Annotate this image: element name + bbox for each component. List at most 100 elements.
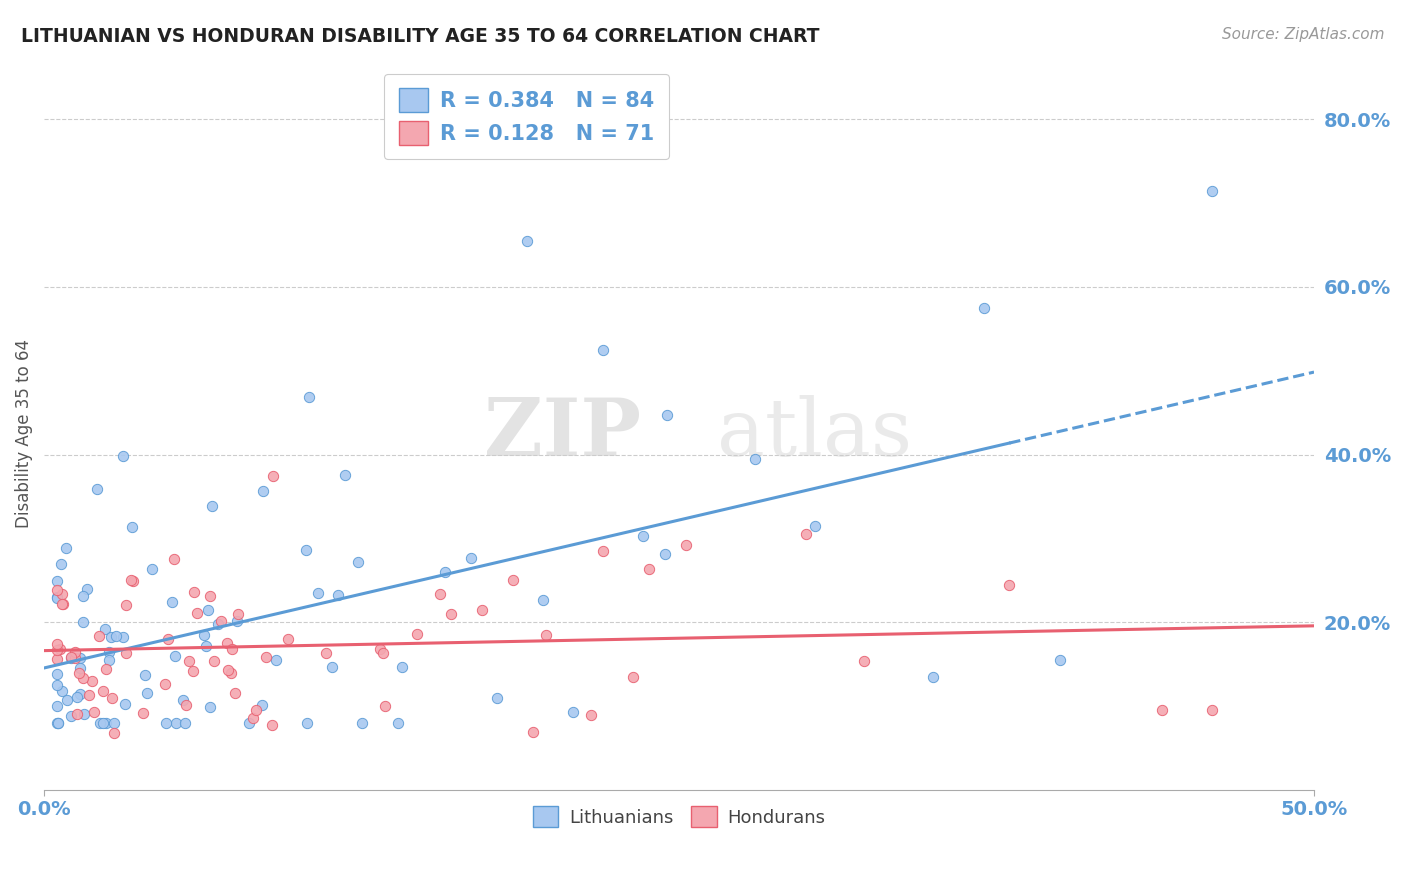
Point [183,664,205,678]
Point [221,641,243,656]
Point [333,468,356,483]
Point [100,630,122,644]
Point [226,607,249,621]
Point [60,651,83,665]
Point [471,603,494,617]
Point [581,707,603,722]
Point [217,663,239,677]
Point [163,551,186,566]
Point [45,699,67,714]
Point [803,519,825,533]
Y-axis label: Disability Age 35 to 64: Disability Age 35 to 64 [15,339,32,528]
Point [46,715,69,730]
Point [76,582,98,596]
Point [65,645,87,659]
Point [561,705,583,719]
Point [66,706,89,721]
Point [48,641,70,656]
Point [111,450,134,464]
Text: atlas: atlas [717,394,912,473]
Point [1201,703,1223,717]
Point [516,234,538,248]
Point [226,615,249,629]
Point [621,670,644,684]
Point [45,591,67,606]
Point [1150,703,1173,717]
Point [298,390,321,404]
Point [97,653,120,667]
Point [242,711,264,725]
Point [174,698,197,712]
Point [155,715,177,730]
Point [59,649,82,664]
Point [103,726,125,740]
Point [173,715,195,730]
Point [350,715,373,730]
Point [406,627,429,641]
Point [531,592,554,607]
Point [186,606,208,620]
Point [374,698,396,713]
Point [51,587,73,601]
Point [69,651,91,665]
Point [633,529,655,543]
Point [252,698,274,713]
Point [252,483,274,498]
Point [49,558,72,572]
Point [121,520,143,534]
Point [852,654,875,668]
Point [264,653,287,667]
Point [922,670,945,684]
Point [387,715,409,730]
Point [502,573,524,587]
Point [245,703,267,717]
Point [153,676,176,690]
Point [592,544,614,558]
Point [534,628,557,642]
Point [675,538,697,552]
Point [94,661,117,675]
Point [65,651,87,665]
Point [307,585,329,599]
Point [433,565,456,579]
Point [134,667,156,681]
Point [201,499,224,513]
Point [132,706,155,721]
Point [87,629,110,643]
Point [45,643,67,657]
Point [89,715,111,730]
Point [197,602,219,616]
Point [120,573,142,587]
Point [172,692,194,706]
Point [97,645,120,659]
Point [141,561,163,575]
Point [522,725,544,739]
Point [440,607,463,621]
Text: ZIP: ZIP [484,394,641,473]
Point [72,615,94,629]
Point [66,690,89,704]
Point [86,482,108,496]
Point [295,543,318,558]
Point [654,547,676,561]
Point [295,715,318,730]
Point [1049,653,1071,667]
Text: LITHUANIAN VS HONDURAN DISABILITY AGE 35 TO 64 CORRELATION CHART: LITHUANIAN VS HONDURAN DISABILITY AGE 35… [21,27,820,45]
Point [122,574,145,588]
Point [215,636,238,650]
Point [262,468,284,483]
Point [1201,184,1223,198]
Point [136,685,159,699]
Point [207,617,229,632]
Point [51,597,73,611]
Point [101,690,124,705]
Point [104,629,127,643]
Point [224,686,246,700]
Point [162,595,184,609]
Point [165,715,187,730]
Point [46,715,69,730]
Point [200,700,222,714]
Point [744,451,766,466]
Point [592,343,614,357]
Point [183,585,205,599]
